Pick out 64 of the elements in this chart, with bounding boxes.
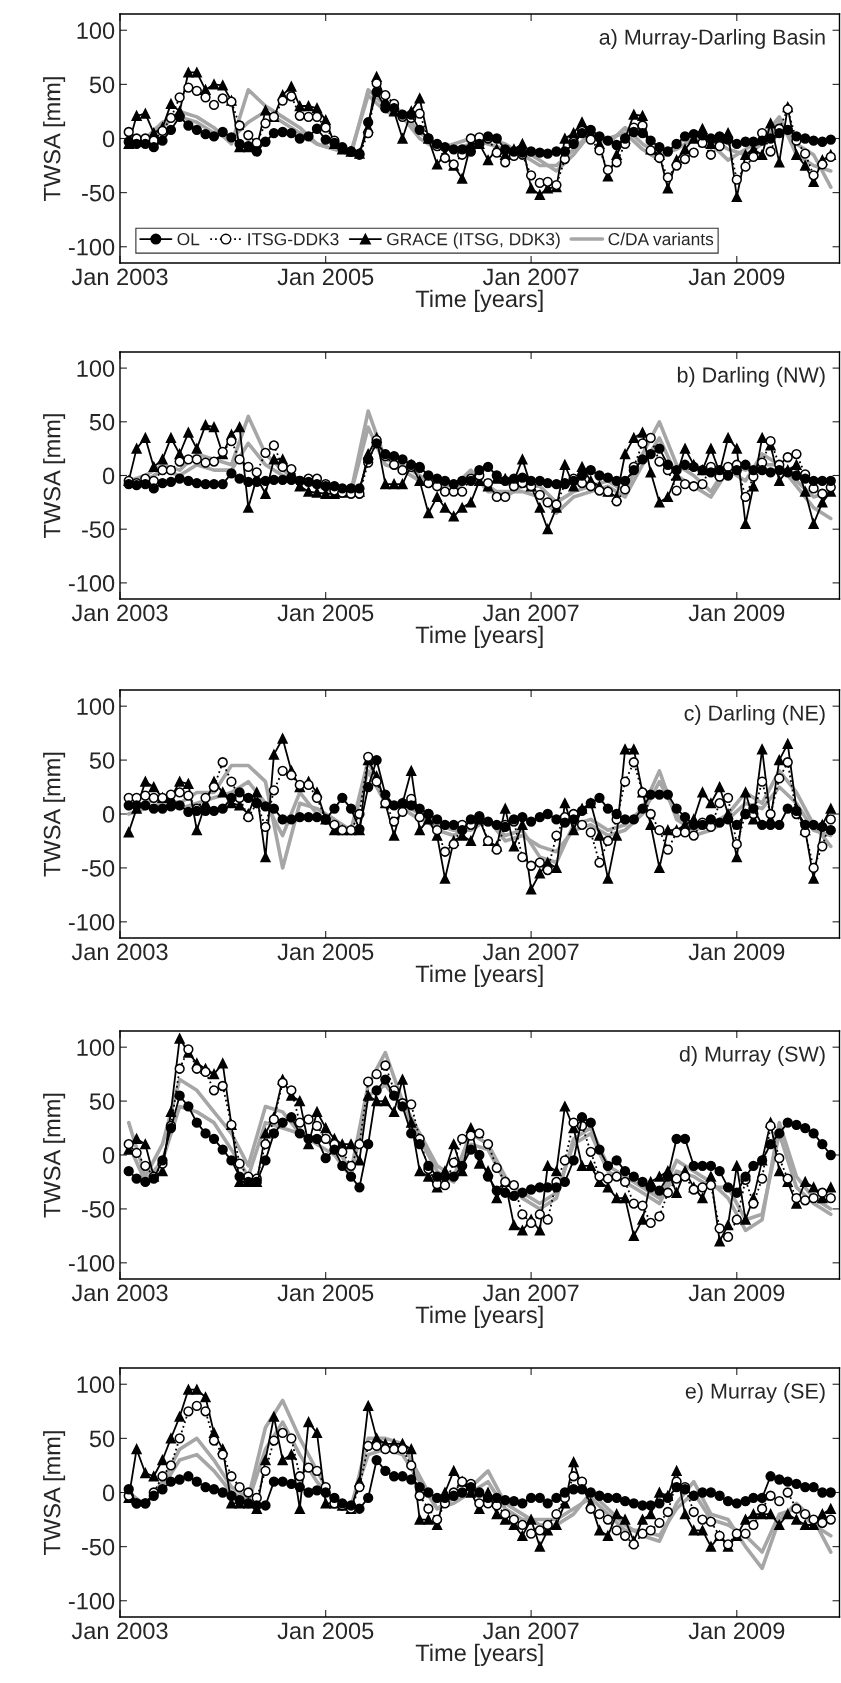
x-axis-title: Time [years] bbox=[415, 1305, 543, 1328]
y-tick-label: 50 bbox=[89, 413, 115, 431]
y-axis-title: TWSA [mm] bbox=[43, 1093, 66, 1218]
y-tick-label: 50 bbox=[89, 1093, 115, 1110]
x-tick-label: Jan 2005 bbox=[277, 1284, 374, 1302]
y-axis-title: TWSA [mm] bbox=[43, 1431, 66, 1555]
y-tick-label: -100 bbox=[68, 1592, 115, 1610]
y-axis-title: TWSA [mm] bbox=[43, 752, 66, 877]
y-tick-label: 0 bbox=[102, 1147, 115, 1164]
x-tick-label: Jan 2005 bbox=[277, 1622, 374, 1640]
x-tick-label: Jan 2009 bbox=[688, 943, 785, 961]
y-tick-label: 50 bbox=[89, 1430, 115, 1448]
legend-label: ITSG-DDK3 bbox=[248, 233, 339, 246]
y-tick-label: 0 bbox=[102, 130, 115, 148]
x-tick-label: Jan 2003 bbox=[71, 268, 168, 286]
x-axis-title: Time [years] bbox=[415, 625, 543, 648]
text: b) Darling (NW) bbox=[677, 366, 825, 387]
x-tick-label: Jan 2005 bbox=[277, 268, 374, 286]
x-axis-title: Time [years] bbox=[415, 1643, 543, 1666]
y-tick-label: 0 bbox=[102, 1484, 115, 1502]
x-tick-label: Jan 2003 bbox=[71, 1622, 168, 1640]
x-tick-label: Jan 2007 bbox=[482, 1284, 579, 1302]
y-tick-label: 0 bbox=[102, 467, 115, 485]
x-tick-label: Jan 2009 bbox=[688, 1284, 785, 1302]
y-tick-label: 100 bbox=[77, 22, 115, 40]
x-tick-label: Jan 2007 bbox=[482, 943, 579, 961]
y-axis-title: TWSA [mm] bbox=[43, 414, 66, 538]
x-tick-label: Jan 2007 bbox=[482, 268, 579, 286]
x-tick-label: Jan 2009 bbox=[688, 1622, 785, 1640]
y-tick-label: -100 bbox=[68, 238, 115, 256]
x-axis-title: Time [years] bbox=[415, 289, 543, 312]
x-tick-label: Jan 2007 bbox=[482, 1622, 579, 1640]
legend-label: C/DA variants bbox=[608, 232, 714, 246]
y-tick-label: -50 bbox=[82, 1200, 115, 1218]
x-tick-label: Jan 2005 bbox=[277, 943, 374, 961]
text: c) Darling (NE) bbox=[684, 704, 825, 725]
y-tick-label: 0 bbox=[102, 806, 115, 823]
y-tick-label: -100 bbox=[68, 1254, 115, 1272]
x-axis-title: Time [years] bbox=[415, 964, 543, 987]
y-tick-label: -50 bbox=[82, 521, 115, 538]
y-tick-label: -100 bbox=[68, 913, 115, 931]
text: e) Murray (SE) bbox=[685, 1382, 825, 1404]
x-tick-label: Jan 2005 bbox=[277, 604, 374, 622]
y-tick-label: 100 bbox=[77, 360, 115, 377]
y-axis-title: TWSA [mm] bbox=[43, 77, 66, 201]
y-tick-label: 100 bbox=[77, 1376, 115, 1394]
x-tick-label: Jan 2003 bbox=[71, 943, 168, 961]
x-tick-label: Jan 2009 bbox=[688, 604, 785, 622]
y-tick-label: 100 bbox=[77, 1039, 115, 1056]
y-tick-label: -50 bbox=[82, 184, 115, 202]
y-tick-label: -100 bbox=[68, 574, 115, 592]
legend-label: GRACE (ITSG, DDK3) bbox=[387, 232, 560, 249]
y-tick-label: 100 bbox=[77, 698, 115, 715]
x-tick-label: Jan 2003 bbox=[71, 604, 168, 622]
x-tick-label: Jan 2003 bbox=[71, 1284, 168, 1302]
text: a) Murray-Darling Basin bbox=[599, 28, 825, 50]
text: d) Murray (SW) bbox=[679, 1045, 825, 1066]
x-tick-label: Jan 2007 bbox=[482, 604, 579, 622]
y-tick-label: -50 bbox=[82, 859, 115, 877]
legend-label: OL bbox=[177, 233, 200, 246]
y-tick-label: 50 bbox=[89, 76, 115, 94]
y-tick-label: 50 bbox=[89, 752, 115, 769]
y-tick-label: -50 bbox=[82, 1538, 115, 1556]
x-tick-label: Jan 2009 bbox=[688, 268, 785, 286]
